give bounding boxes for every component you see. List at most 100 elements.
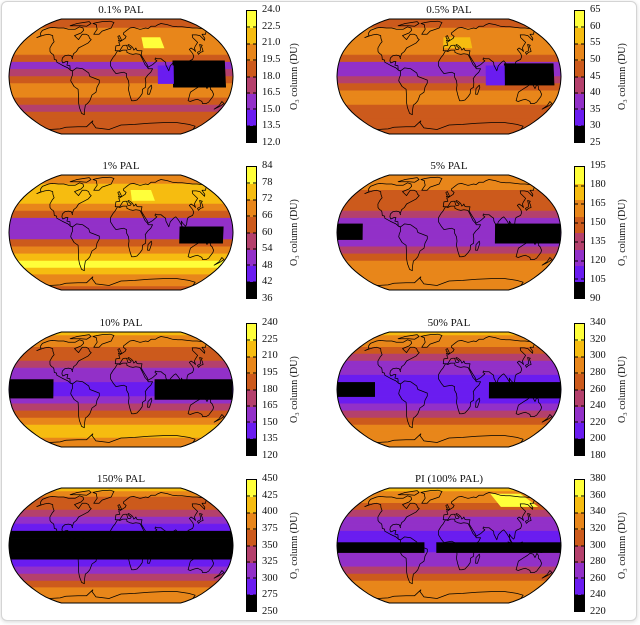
ozone-zonal-band (22, 267, 220, 275)
colorbar-tick-mark (575, 125, 578, 127)
coastline (92, 333, 115, 348)
coastline (197, 357, 204, 368)
colorbar-tick-label: 380 (590, 473, 606, 484)
coastline (147, 84, 153, 95)
colorbar-swatch (247, 561, 256, 579)
colorbar-tick-label: 165 (590, 198, 606, 209)
ozone-zonal-band (338, 559, 560, 568)
coastline (541, 414, 553, 423)
colorbar-tick-mark (247, 76, 250, 77)
colorbar-tick-label: 425 (262, 489, 278, 501)
colorbar-tick-mark (575, 495, 578, 497)
ozone-zonal-band (345, 104, 553, 113)
map-panel: 150% PAL 450 425 400 375 350 325 300 275 250 O₃ co… (4, 471, 304, 623)
colorbar-tick-mark (581, 76, 584, 77)
coastline (213, 101, 225, 110)
coastline (377, 589, 524, 599)
map-panel: 1% PAL 84 78 72 66 60 54 48 42 36 O₃ column (DU) (4, 158, 304, 310)
colorbar-swatch (247, 340, 256, 358)
colorbar-tick-mark (253, 421, 256, 423)
coastline (445, 191, 450, 198)
colorbar-swatch (575, 167, 584, 185)
coastline (475, 240, 481, 251)
ozone-zonal-band (358, 274, 540, 282)
colorbar-swatch (247, 60, 256, 78)
colorbar-tick-label: 25 (590, 137, 601, 148)
ozone-zonal-band (337, 374, 561, 383)
colorbar-swatch (247, 27, 256, 45)
ozone-zonal-band (40, 178, 202, 185)
colorbar-tick-mark (247, 248, 250, 250)
colorbar-tick-label: 120 (590, 255, 606, 266)
map-outline (336, 18, 562, 135)
ozone-zonal-band (358, 340, 540, 348)
ozone-zonal-band (338, 367, 560, 376)
colorbar-axis-label: O₃ column (DU) (289, 43, 300, 110)
coastline (114, 23, 207, 77)
coastline (530, 232, 543, 240)
ozone-zonal-band (358, 183, 540, 191)
colorbar-tick-label: 210 (262, 350, 278, 362)
coastline (117, 35, 122, 42)
colorbar-tick-mark (581, 545, 584, 546)
ozone-zonal-band (379, 174, 519, 179)
colorbar-tick-label: 300 (590, 539, 606, 551)
coastline (398, 223, 428, 272)
ozone-zonal-band (22, 424, 220, 432)
ozone-zonal-band (379, 331, 519, 336)
colorbar-swatch (575, 265, 584, 283)
colorbar-tick-mark (581, 185, 584, 187)
coastline (475, 397, 481, 408)
coastline (114, 179, 207, 233)
ozone-zonal-band (379, 286, 519, 291)
coastline (187, 396, 214, 417)
colorbar-tick-mark (581, 108, 584, 110)
colorbar-tick-mark (247, 405, 250, 407)
ozone-zonal-band (51, 331, 191, 336)
colorbar-tick-mark (253, 512, 256, 514)
coastline (525, 513, 532, 524)
colorbar-tick-mark (247, 108, 250, 110)
map-outline (336, 174, 562, 291)
colorbar-tick-mark (253, 232, 256, 233)
ozone-zonal-band (17, 573, 225, 582)
ozone-zonal-band (17, 417, 225, 426)
colorbar-swatch (575, 496, 584, 514)
map-panel: 0.5% PAL 65 60 55 50 45 40 35 30 25 O₃ column (DU) (332, 2, 632, 154)
colorbar-swatch (247, 480, 256, 498)
colorbar-tick-mark (581, 356, 584, 358)
colorbar-tick-mark (253, 438, 256, 440)
colorbar-tick-mark (575, 372, 578, 374)
colorbar-tick-mark (253, 594, 256, 596)
colorbar-tick-label: 42 (262, 276, 273, 288)
coastline (442, 23, 535, 77)
ozone-field-patch (9, 379, 54, 399)
colorbar-tick-mark (575, 405, 578, 407)
coastline (438, 205, 481, 258)
colorbar-tick-label: 90 (590, 293, 601, 304)
ozone-zonal-band (10, 559, 232, 568)
coastline (398, 380, 428, 429)
coastline (377, 433, 524, 443)
ozone-map (8, 18, 234, 135)
ozone-zonal-band (22, 111, 220, 119)
map-outline (336, 487, 562, 604)
coastline (398, 536, 428, 585)
colorbar-tick-label: 300 (590, 350, 606, 362)
ozone-zonal-band (51, 487, 191, 492)
ozone-map (336, 331, 562, 448)
colorbar-swatch (575, 324, 584, 342)
colorbar-tick-mark (247, 495, 250, 497)
colorbar-tick-mark (253, 26, 256, 28)
colorbar-swatch (575, 248, 584, 266)
colorbar-tick-label: 84 (262, 160, 273, 171)
colorbar-tick-mark (247, 215, 250, 217)
colorbar-tick-mark (253, 339, 256, 341)
colorbar-tick-mark (575, 108, 578, 110)
colorbar-tick-label: 300 (262, 572, 278, 584)
colorbar-tick-mark (247, 438, 250, 440)
colorbar-tick-label: 50 (590, 53, 601, 65)
colorbar-tick-label: 375 (262, 522, 278, 534)
colorbar-tick-labels: 65 60 55 50 45 40 35 30 25 (590, 4, 620, 148)
colorbar-tick-mark (575, 438, 578, 440)
